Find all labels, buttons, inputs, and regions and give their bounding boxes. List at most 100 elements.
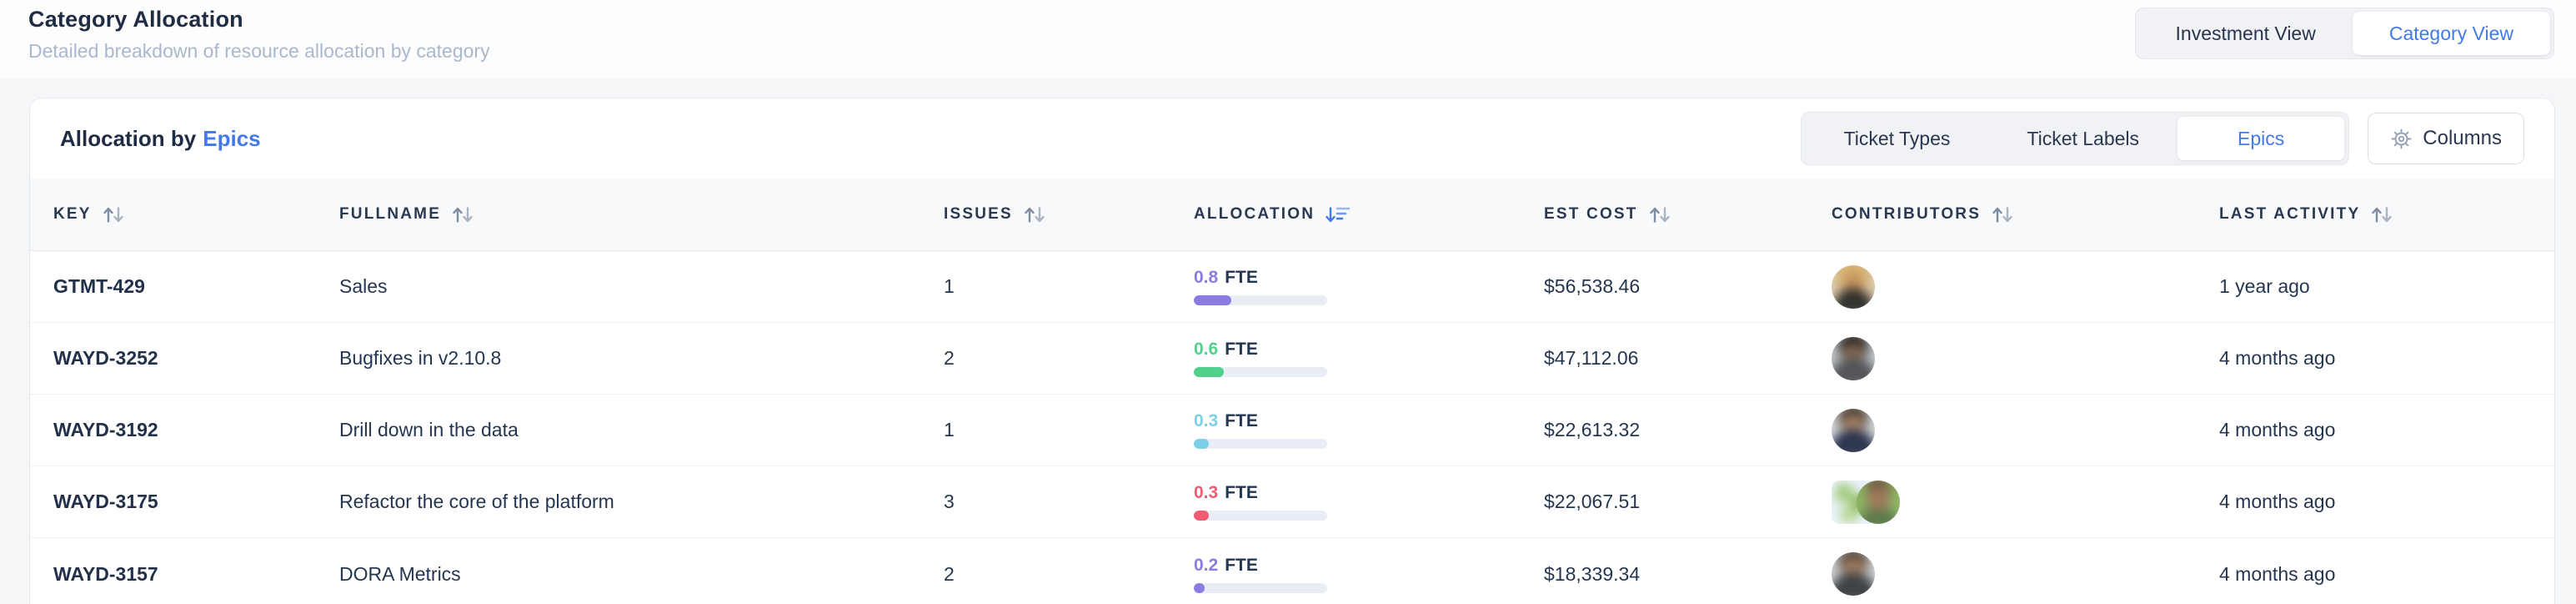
cell-fullname: Drill down in the data: [339, 419, 519, 440]
grouping-tab-group: Ticket Types Ticket Labels Epics: [1800, 112, 2350, 165]
table-row[interactable]: WAYD-3192 Drill down in the data 1 0.3 FT…: [30, 395, 2554, 466]
column-header-est-cost[interactable]: Est Cost: [1544, 204, 1832, 226]
cell-est-cost: $47,112.06: [1544, 347, 1639, 369]
cell-fullname: Bugfixes in v2.10.8: [339, 347, 502, 369]
contributor-avatar[interactable]: [1832, 552, 1875, 596]
allocation-bar-fill: [1194, 295, 1231, 305]
allocation-bar-fill: [1194, 582, 1205, 593]
cell-key: WAYD-3175: [53, 491, 158, 512]
sort-icon: [2368, 204, 2394, 226]
cell-contributors: [1832, 264, 2219, 309]
allocation-unit: FTE: [1225, 411, 1258, 430]
column-header-allocation[interactable]: Allocation: [1194, 204, 1544, 226]
cell-key: WAYD-3157: [53, 562, 158, 585]
tab-epics[interactable]: Epics: [2178, 117, 2345, 160]
allocation-bar-track: [1194, 511, 1327, 521]
cell-issues: 3: [944, 491, 955, 512]
allocation-unit: FTE: [1225, 340, 1258, 359]
allocation-bar-fill: [1194, 367, 1224, 377]
allocation-unit: FTE: [1225, 268, 1258, 287]
cell-est-cost: $56,538.46: [1544, 275, 1641, 297]
cell-allocation: 0.6 FTE: [1194, 340, 1544, 377]
allocation-unit: FTE: [1225, 555, 1258, 575]
sort-icon: [100, 204, 126, 226]
column-header-contributors[interactable]: Contributors: [1832, 204, 2219, 226]
columns-button[interactable]: Columns: [2368, 113, 2524, 164]
column-header-key[interactable]: Key: [53, 204, 339, 226]
view-toggle-category-view[interactable]: Category View: [2352, 12, 2550, 55]
column-header-issues[interactable]: Issues: [944, 204, 1194, 226]
allocation-value: 0.8: [1194, 268, 1219, 287]
allocation-card: Allocation by Epics Ticket Types Ticket La…: [30, 98, 2554, 604]
allocation-card-header: Allocation by Epics Ticket Types Ticket La…: [30, 98, 2554, 179]
contributor-avatar[interactable]: [1857, 480, 1900, 524]
column-header-last-activity[interactable]: Last Activity: [2219, 204, 2554, 226]
cell-key: WAYD-3252: [53, 347, 158, 369]
tab-ticket-types[interactable]: Ticket Types: [1806, 117, 1989, 160]
allocation-bar-track: [1194, 582, 1327, 593]
contributor-avatar[interactable]: [1832, 336, 1875, 380]
allocation-label: 0.3 FTE: [1194, 483, 1544, 503]
allocation-label: 0.3 FTE: [1194, 411, 1544, 431]
allocation-label: 0.6 FTE: [1194, 340, 1544, 360]
cell-issues: 1: [944, 419, 955, 440]
cell-contributors: [1832, 336, 2219, 380]
cell-last-activity: 4 months ago: [2219, 562, 2336, 585]
page-title: Category Allocation: [28, 7, 243, 32]
card-title: Allocation by Epics: [60, 126, 261, 152]
allocation-value: 0.6: [1194, 340, 1219, 359]
cell-key: GTMT-429: [53, 275, 145, 297]
cell-key: WAYD-3192: [53, 419, 158, 440]
table-row[interactable]: GTMT-429 Sales 1 0.8 FTE $56,538.46 1 yea…: [30, 251, 2554, 323]
cell-contributors: [1832, 480, 2219, 524]
cell-allocation: 0.8 FTE: [1194, 268, 1544, 305]
cell-contributors: [1832, 552, 2219, 596]
cell-fullname: DORA Metrics: [339, 562, 461, 585]
allocation-value: 0.2: [1194, 555, 1219, 575]
allocation-bar-track: [1194, 367, 1327, 377]
sort-icon: [1021, 204, 1047, 226]
contributor-avatar[interactable]: [1832, 408, 1875, 452]
sort-desc-icon: [1323, 204, 1353, 226]
table-body: GTMT-429 Sales 1 0.8 FTE $56,538.46 1 yea…: [30, 251, 2554, 604]
column-header-label: Issues: [944, 205, 1013, 223]
sort-icon: [449, 204, 475, 226]
table-header-row: Key Fullname Issues Allocation Est Cost Contr…: [30, 179, 2554, 251]
cell-issues: 1: [944, 275, 955, 297]
allocation-bar-track: [1194, 439, 1327, 449]
table-row[interactable]: WAYD-3157 DORA Metrics 2 0.2 FTE $18,339.…: [30, 538, 2554, 604]
card-title-highlight: Epics: [203, 125, 261, 151]
column-header-label: Contributors: [1832, 205, 1982, 223]
cell-allocation: 0.3 FTE: [1194, 483, 1544, 521]
allocation-value: 0.3: [1194, 483, 1219, 502]
column-header-label: Allocation: [1194, 205, 1316, 223]
cell-last-activity: 4 months ago: [2219, 347, 2336, 369]
tab-ticket-labels[interactable]: Ticket Labels: [1988, 117, 2178, 160]
cell-est-cost: $22,067.51: [1544, 491, 1641, 512]
cell-fullname: Sales: [339, 275, 388, 297]
columns-button-label: Columns: [2423, 127, 2502, 149]
view-toggle-group: Investment View Category View: [2134, 8, 2554, 59]
allocation-label: 0.2 FTE: [1194, 556, 1544, 576]
page-header: Category Allocation Detailed breakdown o…: [0, 0, 2576, 78]
cell-last-activity: 4 months ago: [2219, 491, 2336, 512]
allocation-label: 0.8 FTE: [1194, 268, 1544, 288]
allocation-value: 0.3: [1194, 411, 1219, 430]
cell-est-cost: $18,339.34: [1544, 562, 1641, 585]
card-header-controls: Ticket Types Ticket Labels Epics: [1800, 112, 2524, 165]
allocation-bar-fill: [1194, 511, 1209, 521]
allocation-unit: FTE: [1225, 483, 1258, 502]
allocation-bar-track: [1194, 295, 1327, 305]
table-row[interactable]: WAYD-3252 Bugfixes in v2.10.8 2 0.6 FTE $…: [30, 323, 2554, 395]
table-row[interactable]: WAYD-3175 Refactor the core of the platf…: [30, 466, 2554, 538]
column-header-label: Last Activity: [2219, 205, 2361, 223]
page-subtitle: Detailed breakdown of resource allocatio…: [28, 40, 490, 62]
view-toggle-investment-view[interactable]: Investment View: [2139, 12, 2353, 55]
cell-fullname: Refactor the core of the platform: [339, 491, 614, 512]
column-header-fullname[interactable]: Fullname: [339, 204, 944, 226]
cell-contributors: [1832, 408, 2219, 452]
contributor-avatar[interactable]: [1832, 264, 1875, 309]
column-header-label: Fullname: [339, 205, 442, 223]
cell-allocation: 0.3 FTE: [1194, 411, 1544, 449]
cell-est-cost: $22,613.32: [1544, 419, 1641, 440]
